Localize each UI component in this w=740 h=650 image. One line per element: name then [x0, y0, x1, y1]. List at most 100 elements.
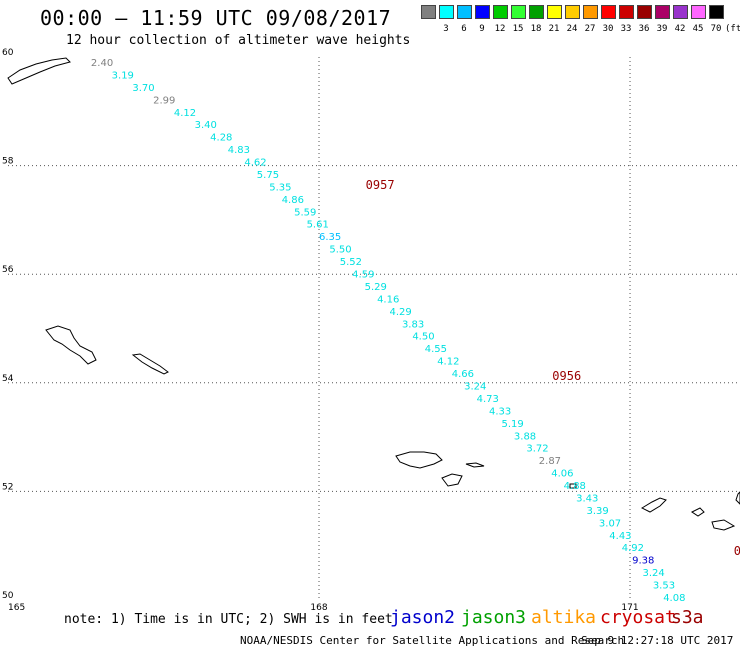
observation-label: 5.19: [501, 419, 523, 430]
observation-label: 5.75: [257, 170, 279, 181]
observation-label: 6.35: [319, 232, 341, 243]
satellite-name: altika: [531, 607, 597, 628]
pass-time-label: 0957: [366, 178, 395, 192]
lat-tick-label: 52: [2, 482, 13, 492]
observation-label: 4.86: [282, 195, 304, 206]
footnote: note: 1) Time is in UTC; 2) SWH is in fe…: [64, 612, 393, 627]
pass-time-labels: 0957095609550954: [366, 178, 740, 558]
observation-label: 4.55: [425, 344, 447, 355]
legend-label: 6: [461, 24, 467, 34]
legend-swatch: [457, 5, 472, 19]
observation-label: 4.50: [412, 332, 434, 343]
observation-label: 3.53: [653, 581, 675, 592]
observation-label: 4.12: [437, 357, 459, 368]
legend-swatch: [511, 5, 526, 19]
legend-swatch: [619, 5, 634, 19]
legend-label: 27: [584, 24, 596, 34]
observation-label: 4.28: [210, 133, 232, 144]
observation-label: 3.43: [576, 494, 598, 505]
legend-swatch: [583, 5, 598, 19]
axis-labels: 165168171174177505254565860: [2, 48, 639, 612]
grid-lines: [8, 57, 740, 600]
legend-swatch: [673, 5, 688, 19]
coastline-rat-island-2: [711, 519, 736, 531]
observation-label: 5.59: [294, 207, 316, 218]
legend-swatch: [529, 5, 544, 19]
map-title: 00:00 – 11:59 UTC 09/08/2017: [40, 6, 392, 30]
legend-label: 9: [479, 24, 485, 34]
legend-swatch: [421, 5, 436, 19]
observation-label: 3.72: [526, 444, 548, 455]
lat-tick-label: 56: [2, 265, 14, 275]
legend-swatch: [439, 5, 454, 19]
observation-label: 4.62: [244, 158, 266, 169]
lon-tick-label: 165: [8, 603, 25, 612]
coastline-attu-island: [395, 451, 443, 469]
coastline-rat-island-3: [735, 491, 740, 505]
observation-label: 3.88: [514, 431, 536, 442]
legend-label: 18: [530, 24, 542, 34]
observation-label: 3.83: [402, 319, 424, 330]
legend-label: 39: [656, 24, 668, 34]
legend-label: 12: [494, 24, 506, 34]
legend-label: 21: [548, 24, 560, 34]
generated-timestamp: Sep 9 12:27:18 UTC 2017: [581, 634, 734, 647]
observation-label: 5.50: [329, 245, 351, 256]
lat-tick-label: 50: [2, 591, 14, 601]
coastline-rat-island-1: [691, 507, 705, 517]
legend-label: 45: [692, 24, 704, 34]
legend-label: 30: [602, 24, 614, 34]
observation-label: 4.06: [551, 469, 573, 480]
legend-label: 24: [566, 24, 578, 34]
legend-swatch: [565, 5, 580, 19]
legend-swatch: [637, 5, 652, 19]
observation-label: 5.61: [307, 220, 329, 231]
observation-label: 3.70: [132, 83, 154, 94]
observation-label: 4.66: [452, 369, 474, 380]
observation-label: 2.99: [153, 95, 175, 106]
satellite-name: jason3: [461, 607, 527, 628]
coastline-bering-island: [45, 325, 97, 365]
observation-label: 4.43: [609, 531, 631, 542]
observation-label: 5.35: [269, 182, 291, 193]
legend-swatch: [601, 5, 616, 19]
observation-label: 4.73: [477, 394, 499, 405]
observation-label: 3.39: [586, 506, 608, 517]
altimeter-map: 165168171174177505254565860 2.403.193.70…: [2, 48, 740, 612]
map-subtitle: 12 hour collection of altimeter wave hei…: [66, 33, 411, 48]
satellite-name: cryosat: [600, 607, 676, 628]
observation-label: 4.08: [663, 593, 685, 604]
observation-label: 3.24: [464, 382, 486, 393]
observation-label: 2.40: [91, 58, 113, 69]
satellite-name: jason2: [390, 607, 456, 628]
pass-time-label: 0956: [552, 369, 581, 383]
observation-label: 3.19: [112, 70, 134, 81]
coastline-kiska-island: [640, 497, 667, 513]
legend-swatch: [691, 5, 706, 19]
legend-label: 15: [512, 24, 524, 34]
observation-label: 5.52: [340, 257, 362, 268]
lat-tick-label: 54: [2, 374, 14, 384]
credit-line: NOAA/NESDIS Center for Satellite Applica…: [240, 634, 625, 647]
legend-label: 70: [710, 24, 722, 34]
legend-swatch: [655, 5, 670, 19]
observation-label: 4.16: [377, 294, 399, 305]
observation-label: 3.24: [642, 568, 664, 579]
observation-label: 4.88: [564, 481, 586, 492]
legend-swatch: [475, 5, 490, 19]
legend-swatch: [493, 5, 508, 19]
lon-tick-label: 171: [621, 603, 638, 612]
observation-label: 5.29: [365, 282, 387, 293]
observation-label: 4.29: [390, 307, 412, 318]
pass-time-label: 0955: [734, 544, 740, 558]
legend-label: 42: [674, 24, 686, 34]
coastline-buldir-island: [569, 483, 577, 489]
observation-label: 4.12: [174, 108, 196, 119]
observation-label: 4.33: [489, 406, 511, 417]
observation-label: 4.59: [352, 270, 374, 281]
legend-label: 33: [620, 24, 632, 34]
observation-label: 2.87: [539, 456, 561, 467]
coastline-semichi-island: [465, 462, 485, 468]
coastline-kamchatka: [7, 57, 71, 85]
observation-label: 4.83: [228, 145, 250, 156]
